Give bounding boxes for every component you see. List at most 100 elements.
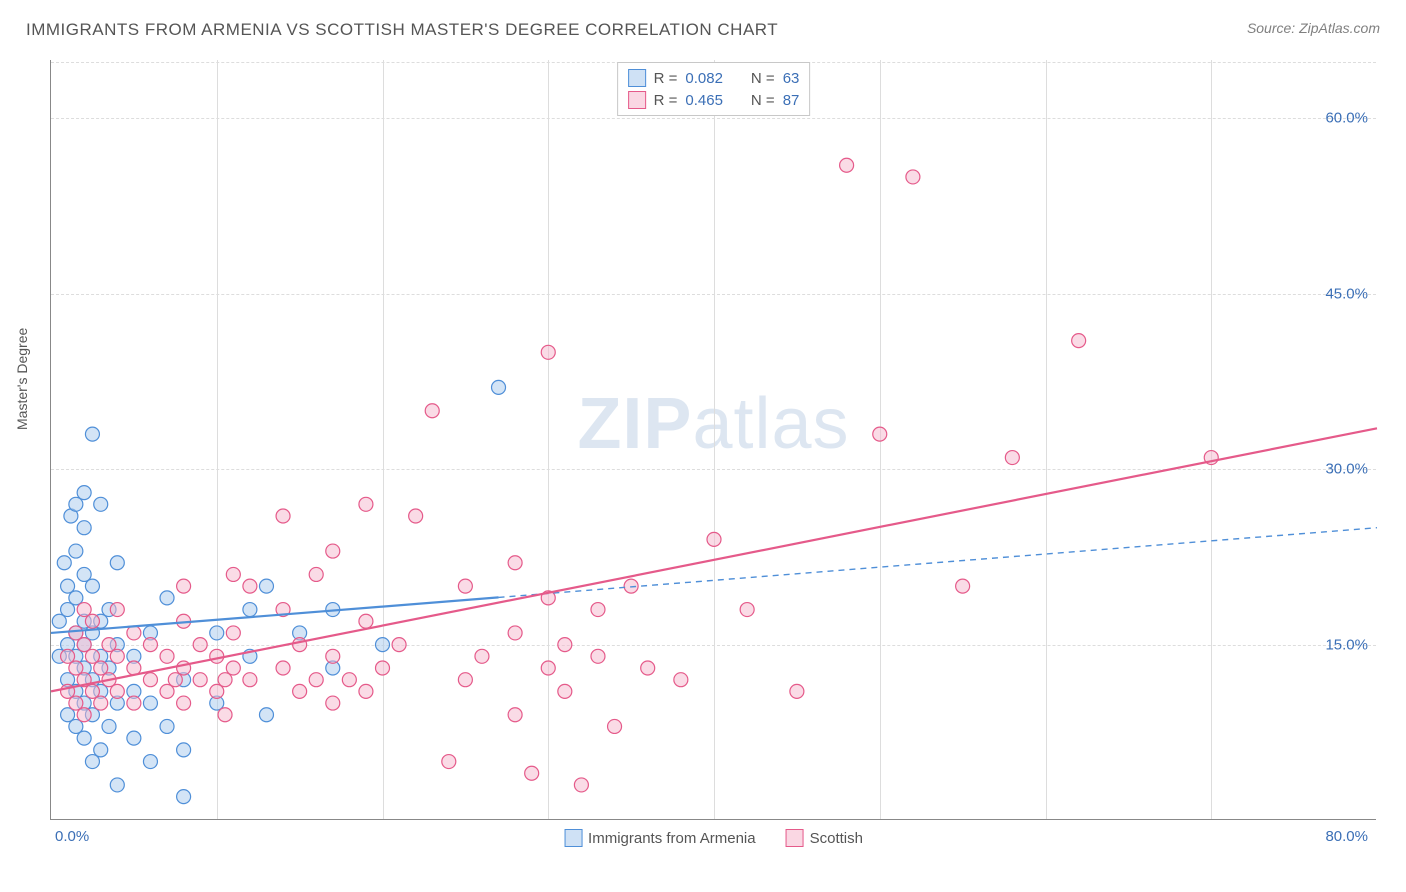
scatter-point	[110, 684, 124, 698]
scatter-point	[77, 521, 91, 535]
scatter-point	[177, 790, 191, 804]
scatter-point	[558, 684, 572, 698]
legend-series-name: Immigrants from Armenia	[588, 830, 756, 847]
x-axis-start-label: 0.0%	[55, 828, 89, 845]
scatter-point	[508, 626, 522, 640]
scatter-point	[707, 532, 721, 546]
chart-title: IMMIGRANTS FROM ARMENIA VS SCOTTISH MAST…	[26, 20, 778, 40]
scatter-point	[69, 544, 83, 558]
legend-r-value: 0.465	[685, 92, 723, 109]
scatter-point	[342, 673, 356, 687]
scatter-point	[591, 649, 605, 663]
scatter-point	[442, 755, 456, 769]
scatter-point	[110, 556, 124, 570]
scatter-point	[492, 380, 506, 394]
scatter-point	[309, 567, 323, 581]
scatter-point	[57, 556, 71, 570]
legend-series-item: Scottish	[786, 829, 863, 847]
scatter-point	[143, 696, 157, 710]
scatter-point	[143, 673, 157, 687]
scatter-point	[226, 661, 240, 675]
scatter-point	[110, 603, 124, 617]
scatter-point	[326, 544, 340, 558]
legend-swatch	[564, 829, 582, 847]
legend-series-name: Scottish	[810, 830, 863, 847]
scatter-point	[85, 427, 99, 441]
legend-n-label: N =	[751, 92, 775, 109]
scatter-point	[160, 719, 174, 733]
scatter-point	[425, 404, 439, 418]
scatter-point	[259, 579, 273, 593]
scatter-point	[143, 638, 157, 652]
scatter-point	[558, 638, 572, 652]
scatter-point	[508, 708, 522, 722]
scatter-point	[674, 673, 688, 687]
correlation-legend: R =0.082N =63R =0.465N =87	[617, 62, 811, 116]
scatter-point	[326, 649, 340, 663]
scatter-point	[840, 158, 854, 172]
source-label: Source: ZipAtlas.com	[1247, 20, 1380, 36]
scatter-point	[326, 696, 340, 710]
scatter-svg	[51, 60, 1376, 819]
legend-series-item: Immigrants from Armenia	[564, 829, 756, 847]
scatter-point	[243, 673, 257, 687]
scatter-point	[259, 708, 273, 722]
scatter-point	[193, 673, 207, 687]
scatter-point	[143, 755, 157, 769]
scatter-point	[226, 567, 240, 581]
x-axis-end-label: 80.0%	[1325, 828, 1368, 845]
scatter-point	[790, 684, 804, 698]
scatter-point	[956, 579, 970, 593]
scatter-point	[127, 696, 141, 710]
scatter-point	[94, 743, 108, 757]
scatter-point	[293, 638, 307, 652]
scatter-point	[906, 170, 920, 184]
legend-r-label: R =	[654, 92, 678, 109]
legend-n-value: 63	[783, 70, 800, 87]
trend-line	[51, 428, 1377, 691]
scatter-point	[193, 638, 207, 652]
scatter-point	[409, 509, 423, 523]
scatter-point	[177, 579, 191, 593]
scatter-point	[85, 614, 99, 628]
scatter-point	[359, 614, 373, 628]
scatter-point	[127, 731, 141, 745]
scatter-point	[160, 591, 174, 605]
scatter-point	[127, 626, 141, 640]
scatter-point	[359, 497, 373, 511]
series-legend: Immigrants from Armenia Scottish	[564, 829, 863, 847]
scatter-point	[376, 661, 390, 675]
scatter-point	[458, 579, 472, 593]
legend-swatch	[628, 69, 646, 87]
scatter-point	[740, 603, 754, 617]
legend-n-label: N =	[751, 70, 775, 87]
scatter-point	[475, 649, 489, 663]
scatter-point	[110, 778, 124, 792]
scatter-point	[309, 673, 323, 687]
trend-line-extrapolated	[499, 528, 1377, 598]
scatter-point	[177, 696, 191, 710]
scatter-point	[85, 579, 99, 593]
scatter-point	[177, 743, 191, 757]
scatter-point	[94, 696, 108, 710]
scatter-point	[574, 778, 588, 792]
legend-r-label: R =	[654, 70, 678, 87]
chart-plot-area: ZIPatlas 15.0%30.0%45.0%60.0% 0.0% 80.0%…	[50, 60, 1376, 820]
scatter-point	[641, 661, 655, 675]
scatter-point	[591, 603, 605, 617]
scatter-point	[376, 638, 390, 652]
scatter-point	[218, 708, 232, 722]
scatter-point	[77, 486, 91, 500]
scatter-point	[359, 684, 373, 698]
scatter-point	[243, 579, 257, 593]
scatter-point	[110, 649, 124, 663]
legend-swatch	[786, 829, 804, 847]
scatter-point	[541, 661, 555, 675]
scatter-point	[293, 684, 307, 698]
scatter-point	[243, 603, 257, 617]
y-axis-title: Master's Degree	[14, 328, 30, 430]
legend-row: R =0.465N =87	[628, 89, 800, 111]
scatter-point	[873, 427, 887, 441]
scatter-point	[160, 649, 174, 663]
scatter-point	[525, 766, 539, 780]
